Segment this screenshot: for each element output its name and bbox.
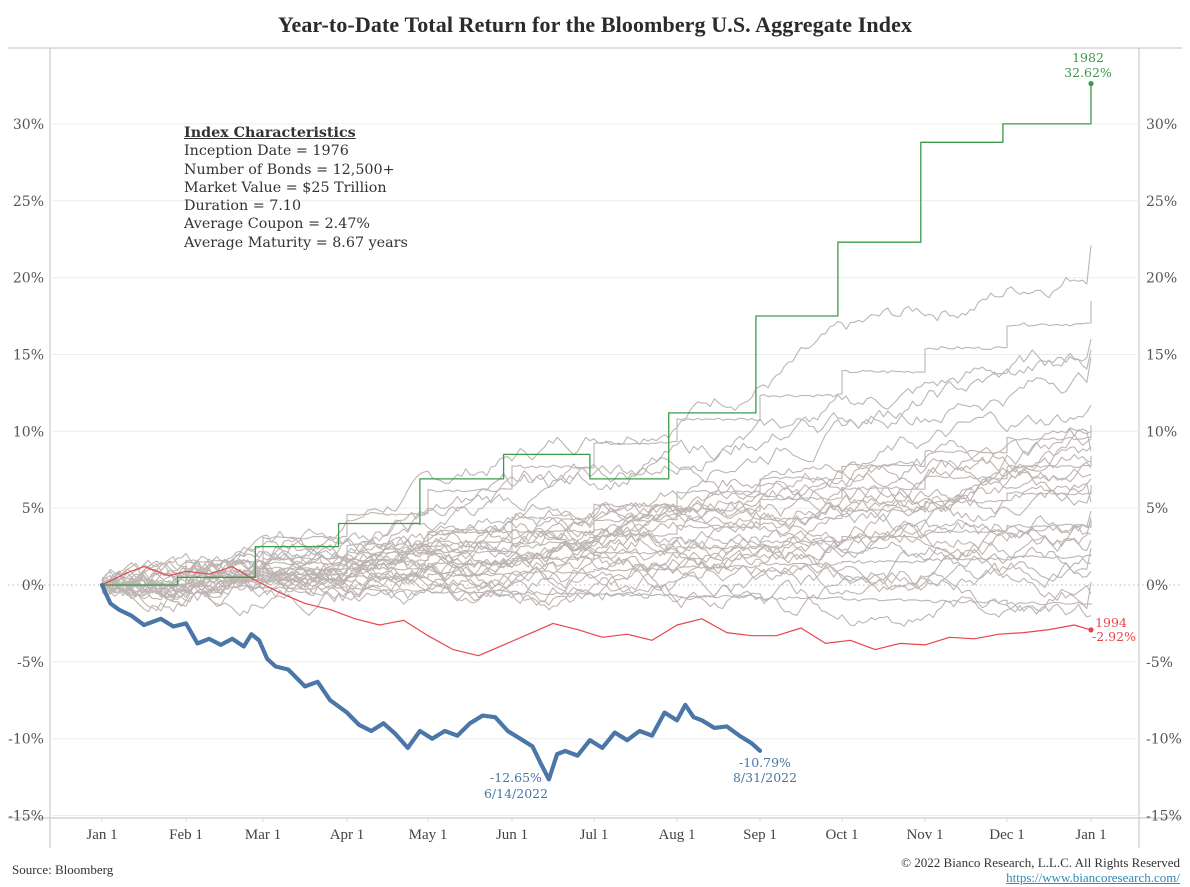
annotation-2022-last-date: 8/31/2022 <box>733 770 797 785</box>
x-tick-label: Aug 1 <box>658 827 695 843</box>
x-tick-label: Mar 1 <box>245 827 281 843</box>
other-year-line <box>101 511 1092 599</box>
other-year-line <box>101 551 1092 601</box>
line-1982 <box>101 82 1092 586</box>
y-tick-label-left: -5% <box>17 655 44 671</box>
y-tick-label-right: -10% <box>1146 732 1182 748</box>
y-tick-label-left: 10% <box>13 424 44 440</box>
copyright-block: © 2022 Bianco Research, L.L.C. All Right… <box>901 855 1180 885</box>
other-year-line <box>101 562 1092 627</box>
x-tick-label: Apr 1 <box>330 827 365 843</box>
website-link[interactable]: https://www.biancoresearch.com/ <box>1006 870 1180 885</box>
other-year-line <box>101 425 1092 587</box>
y-tick-label-left: 15% <box>13 347 44 363</box>
y-tick-label-right: 0% <box>1146 578 1168 594</box>
x-tick-label: Oct 1 <box>826 827 859 843</box>
x-tick-label: May 1 <box>409 827 448 843</box>
source-note: Source: Bloomberg <box>12 862 114 877</box>
y-tick-label-left: -10% <box>8 732 44 748</box>
y-tick-label-right: 5% <box>1146 501 1168 517</box>
other-year-line <box>101 520 1092 587</box>
other-year-line <box>101 583 1092 606</box>
info-line-duration: Duration = 7.10 <box>184 198 302 215</box>
annotation-2022-low-date: 6/14/2022 <box>484 786 548 801</box>
y-tick-label-left: 30% <box>13 117 44 133</box>
endpoint-1982 <box>1088 81 1094 87</box>
annotation-2022-low-value: -12.65% <box>490 770 542 785</box>
y-tick-label-left: -15% <box>8 809 44 825</box>
info-line-maturity: Average Maturity = 8.67 years <box>184 234 408 251</box>
endpoint-1994 <box>1088 627 1094 633</box>
y-tick-label-left: 20% <box>13 271 44 287</box>
info-line-bonds: Number of Bonds = 12,500+ <box>184 161 395 178</box>
x-axis: Jan 1 Feb 1 Mar 1 Apr 1 May 1 Jun 1 Jul 1 Aug 1… <box>86 818 1107 843</box>
y-tick-label-left: 0% <box>22 578 44 594</box>
x-tick-label: Nov 1 <box>906 827 943 843</box>
x-tick-label: Dec 1 <box>989 827 1024 843</box>
index-characteristics-box: Index Characteristics Inception Date = 1… <box>184 124 408 252</box>
other-year-line <box>101 554 1092 587</box>
x-tick-label: Sep 1 <box>743 827 777 843</box>
y-tick-label-left: 25% <box>13 194 44 210</box>
y-axis-left: 30% 25% 20% 15% 10% 5% 0% -5% -10% -15% <box>8 117 44 825</box>
other-year-line <box>101 483 1092 601</box>
annotation-1994-value: -2.92% <box>1092 629 1136 644</box>
y-tick-label-right: 30% <box>1146 117 1177 133</box>
info-line-inception: Inception Date = 1976 <box>184 143 349 160</box>
annotation-1994-year: 1994 <box>1095 615 1127 630</box>
other-years-lines <box>101 245 1092 627</box>
other-year-line <box>101 338 1092 590</box>
x-tick-label: Jan 1 <box>86 827 117 843</box>
x-tick-label: Jan 1 <box>1075 827 1106 843</box>
annotation-1982-year: 1982 <box>1072 50 1104 65</box>
x-tick-label: Feb 1 <box>169 827 203 843</box>
other-year-line <box>101 349 1092 601</box>
other-year-line <box>101 300 1092 587</box>
y-axis-right: 30% 25% 20% 15% 10% 5% 0% -5% -10% -15% <box>1146 117 1182 825</box>
other-year-line <box>101 357 1092 607</box>
chart-title: Year-to-Date Total Return for the Bloomb… <box>277 12 913 37</box>
other-year-line <box>101 554 1092 594</box>
line-2022 <box>99 582 763 782</box>
y-tick-label-right: 20% <box>1146 271 1177 287</box>
y-tick-label-right: -15% <box>1146 809 1182 825</box>
y-tick-label-right: 25% <box>1146 194 1177 210</box>
x-tick-label: Jun 1 <box>496 827 528 843</box>
other-year-line <box>101 552 1092 616</box>
x-tick-label: Jul 1 <box>580 827 609 843</box>
other-year-line <box>101 534 1092 617</box>
y-tick-label-right: 10% <box>1146 424 1177 440</box>
copyright-text: © 2022 Bianco Research, L.L.C. All Right… <box>901 855 1180 870</box>
y-tick-label-left: 5% <box>22 501 44 517</box>
info-heading: Index Characteristics <box>184 125 356 141</box>
info-line-market-value: Market Value = $25 Trillion <box>184 179 387 196</box>
y-tick-label-right: 15% <box>1146 347 1177 363</box>
line-1994 <box>101 566 1092 657</box>
annotation-1982-value: 32.62% <box>1064 65 1112 80</box>
y-tick-label-right: -5% <box>1146 655 1173 671</box>
annotation-2022-last-value: -10.79% <box>739 755 791 770</box>
info-line-coupon: Average Coupon = 2.47% <box>184 216 371 233</box>
highlighted-lines <box>99 81 1094 782</box>
